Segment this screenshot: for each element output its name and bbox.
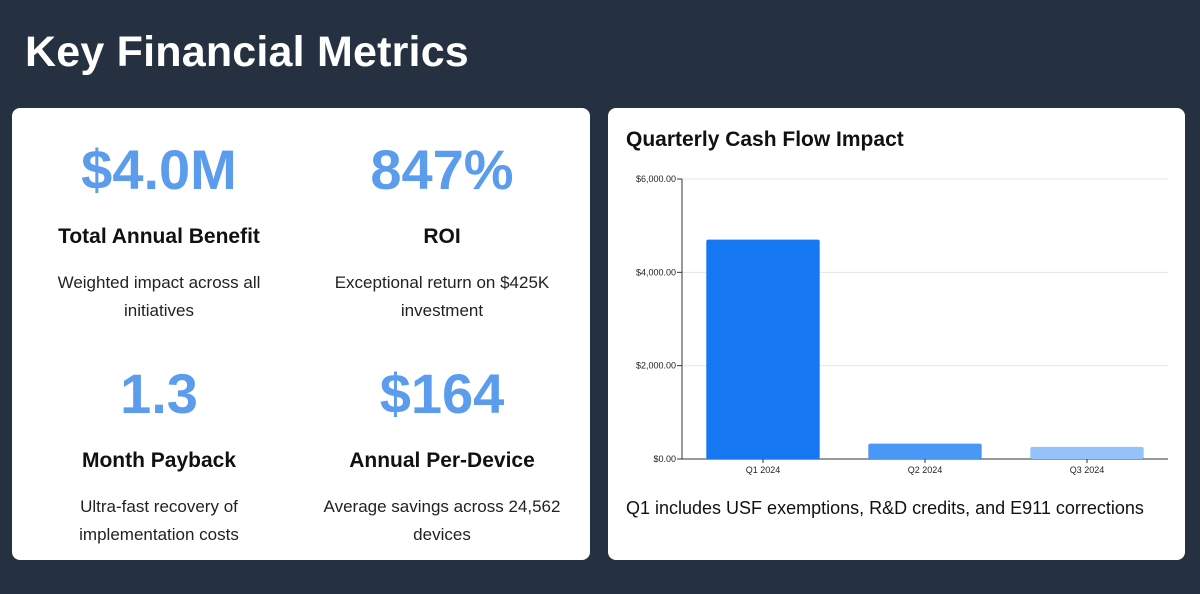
metric-label: Annual Per-Device xyxy=(349,449,535,472)
metric-label: ROI xyxy=(423,225,461,248)
x-tick-label: Q2 2024 xyxy=(908,465,943,475)
metric-value: 1.3 xyxy=(120,362,198,425)
bar-chart: $0.00 $2,000.00 $4,000.00 $6,000.00 Q1 2024 Q… xyxy=(636,174,1168,475)
y-tick-label: $6,000.00 xyxy=(636,174,676,184)
metric-annual-per-device: $164 Annual Per-Device Average savings a… xyxy=(297,366,587,549)
bar-q1-2024 xyxy=(706,239,820,459)
metric-description: Exceptional return on $425K investment xyxy=(334,273,550,320)
x-tick-label: Q1 2024 xyxy=(746,465,781,475)
chart-note: Q1 includes USF exemptions, R&D credits,… xyxy=(626,498,1144,518)
metric-description: Average savings across 24,562 devices xyxy=(323,497,561,544)
metric-description: Ultra-fast recovery of implementation co… xyxy=(79,497,239,544)
metric-description: Weighted impact across all initiatives xyxy=(57,273,261,320)
metric-value: 847% xyxy=(370,138,514,201)
chart-title: Quarterly Cash Flow Impact xyxy=(626,128,904,151)
metric-roi: 847% ROI Exceptional return on $425K inv… xyxy=(297,142,587,325)
x-tick-label: Q3 2024 xyxy=(1070,465,1105,475)
y-tick-label: $2,000.00 xyxy=(636,361,676,371)
metric-value: $4.0M xyxy=(81,138,237,201)
metric-value: $164 xyxy=(379,362,505,425)
bar-q3-2024 xyxy=(1030,446,1144,459)
bar-q2-2024 xyxy=(868,443,982,459)
chart-card: Quarterly Cash Flow Impact $0.00 $2,000.0… xyxy=(608,108,1185,560)
metric-label: Month Payback xyxy=(81,449,237,472)
page-title: Key Financial Metrics xyxy=(25,28,469,76)
metric-month-payback: 1.3 Month Payback Ultra-fast recovery of… xyxy=(14,366,304,549)
y-tick-label: $4,000.00 xyxy=(636,267,676,277)
metric-total-annual-benefit: $4.0M Total Annual Benefit Weighted impa… xyxy=(14,142,304,325)
y-tick-label: $0.00 xyxy=(653,454,676,464)
metric-label: Total Annual Benefit xyxy=(58,225,260,248)
metrics-card: $4.0M Total Annual Benefit Weighted impa… xyxy=(12,108,590,560)
